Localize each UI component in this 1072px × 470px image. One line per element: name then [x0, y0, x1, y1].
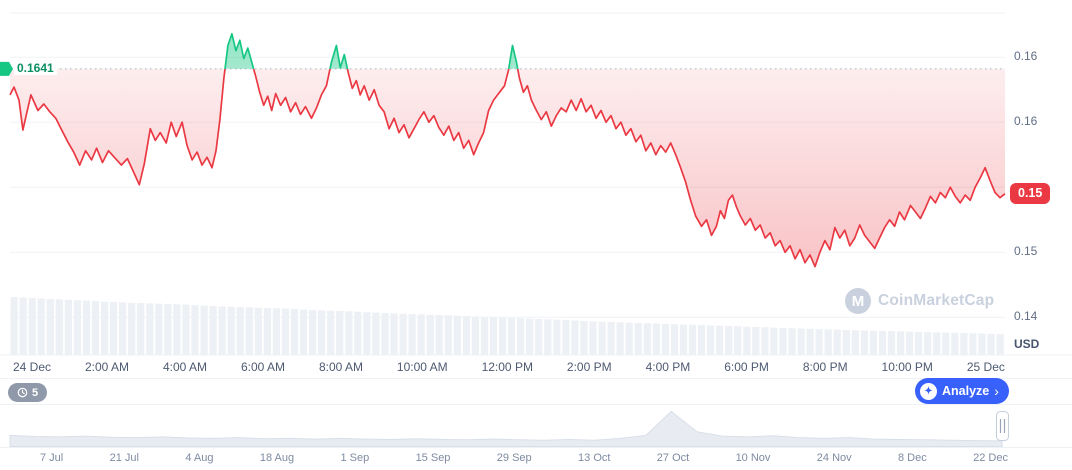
- x-axis-label: 2:00 PM: [566, 360, 612, 374]
- baseline-price-label: 0.1641: [14, 60, 57, 75]
- coinmarketcap-logo-icon: M: [845, 288, 871, 314]
- minimap-date-label: 27 Oct: [656, 452, 690, 464]
- currency-unit-label: USD: [1014, 337, 1040, 351]
- minimap-date-label: 15 Sep: [415, 452, 451, 464]
- watermark: M CoinMarketCap: [845, 288, 994, 314]
- view-count-badge[interactable]: 5: [8, 383, 48, 402]
- x-axis-label: 8:00 PM: [802, 360, 848, 374]
- minimap-date-label: 18 Aug: [259, 452, 295, 464]
- minimap-date-label: 13 Oct: [578, 452, 611, 464]
- x-axis-label: 8:00 AM: [318, 360, 363, 374]
- minimap-date-axis: 7 Jul 21 Jul 4 Aug 18 Aug 1 Sep 15 Sep 29 Sep 1…: [40, 452, 1008, 464]
- watermark-text: CoinMarketCap: [878, 292, 995, 309]
- chevron-right-icon: ›: [994, 383, 999, 399]
- minimap-date-label: 1 Sep: [340, 452, 370, 464]
- scrubber-handle[interactable]: [996, 411, 1009, 441]
- x-axis: 24 Dec 2:00 AM 4:00 AM 6:00 AM 8:00 AM 10:00 …: [13, 360, 1005, 374]
- x-axis-label: 12:00 PM: [481, 360, 533, 374]
- range-scrubber[interactable]: [0, 405, 1072, 447]
- clock-icon: [17, 387, 28, 398]
- x-axis-label: 6:00 PM: [724, 360, 769, 374]
- view-count-value: 5: [32, 386, 39, 399]
- current-price-badge: 0.15: [1010, 182, 1051, 204]
- x-axis-label: 6:00 AM: [240, 360, 285, 374]
- minimap-date-label: 21 Jul: [109, 452, 139, 464]
- logo-letter: M: [851, 292, 865, 310]
- minimap-date-label: 4 Aug: [185, 452, 214, 464]
- minimap-date-label: 7 Jul: [40, 452, 64, 464]
- y-axis-label: 0.14: [1014, 309, 1038, 324]
- minimap-date-label: 29 Sep: [496, 452, 532, 464]
- minimap-date-label: 10 Nov: [735, 452, 771, 464]
- sparkle-glyph: ✦: [924, 385, 933, 397]
- x-axis-label: 24 Dec: [13, 360, 52, 374]
- y-axis-label: 0.15: [1014, 244, 1038, 259]
- x-axis-label: 25 Dec: [966, 360, 1005, 374]
- x-axis-label: 2:00 AM: [84, 360, 130, 374]
- analyze-button[interactable]: ✦ Analyze ›: [915, 378, 1009, 404]
- x-axis-label: 4:00 AM: [162, 360, 207, 374]
- baseline-flag-icon: [0, 61, 13, 76]
- analyze-label: Analyze: [942, 384, 990, 398]
- separator: [0, 378, 1072, 379]
- y-axis-label: 0.16: [1014, 49, 1038, 64]
- analyze-sparkle-icon: ✦: [920, 382, 937, 400]
- x-axis-label: 10:00 PM: [881, 360, 933, 374]
- x-axis-label: 10:00 AM: [396, 360, 448, 374]
- minimap-date-label: 8 Dec: [898, 452, 927, 464]
- minimap-date-label: 24 Nov: [816, 452, 852, 464]
- y-axis-label: 0.16: [1014, 114, 1038, 129]
- x-axis-label: 4:00 PM: [645, 360, 691, 374]
- minimap-date-label: 22 Dec: [973, 452, 1008, 464]
